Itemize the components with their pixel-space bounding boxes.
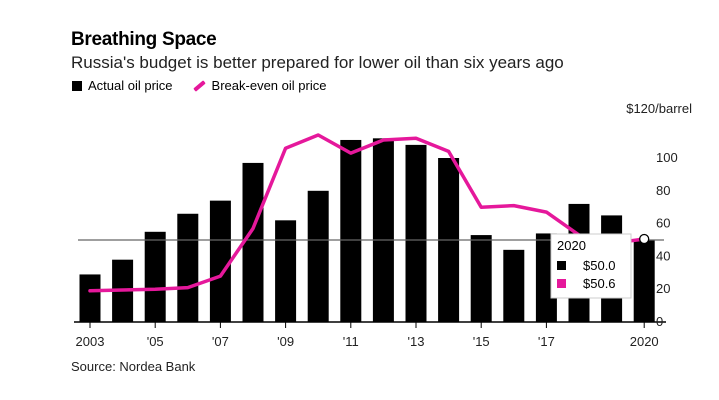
bar: [307, 190, 329, 322]
y-tick-label: 80: [656, 183, 670, 198]
legend-line-label: Break-even oil price: [211, 78, 327, 93]
bar: [470, 235, 492, 322]
y-tick-label: 60: [656, 216, 670, 231]
legend-bar-swatch: [72, 80, 82, 91]
bar: [209, 200, 231, 322]
bar: [503, 249, 525, 322]
x-tick-label: '05: [147, 334, 164, 349]
chart-subtitle: Russia's budget is better prepared for l…: [71, 53, 564, 72]
source-note: Source: Nordea Bank: [71, 359, 196, 374]
x-tick-label: '11: [343, 334, 359, 349]
bar: [633, 240, 655, 322]
x-tick-label: '15: [473, 334, 490, 349]
legend-bar-label: Actual oil price: [88, 78, 173, 93]
bar: [79, 274, 101, 322]
bar: [177, 213, 199, 322]
y-tick-label: 20: [656, 281, 670, 296]
x-tick-label: '17: [538, 334, 555, 349]
y-tick-label: 40: [656, 248, 670, 263]
y-tick-label: 100: [656, 150, 678, 165]
bar: [340, 139, 362, 322]
tooltip-year: 2020: [557, 238, 586, 253]
x-tick-label: 2003: [76, 334, 105, 349]
bar: [275, 220, 297, 322]
bar: [405, 144, 427, 322]
tooltip-bar-value: $50.0: [583, 258, 616, 273]
chart-title: Breathing Space: [71, 29, 217, 50]
x-tick-label: 2020: [630, 334, 659, 349]
y-tick-label: 0: [656, 314, 663, 329]
y-unit-label: $120/barrel: [626, 101, 692, 116]
bar: [372, 138, 394, 322]
tooltip-line-value: $50.6: [583, 276, 616, 291]
break-even-line: [88, 133, 646, 293]
x-tick-label: '07: [212, 334, 229, 349]
bar: [144, 231, 166, 322]
bar: [242, 162, 264, 322]
legend: Actual oil price Break-even oil price: [72, 78, 326, 93]
x-tick-label: '13: [408, 334, 425, 349]
tooltip-bar-swatch: [557, 261, 566, 270]
line-end-marker: [639, 233, 650, 245]
x-tick-label: '09: [277, 334, 294, 349]
tooltip-line-swatch: [557, 279, 566, 288]
